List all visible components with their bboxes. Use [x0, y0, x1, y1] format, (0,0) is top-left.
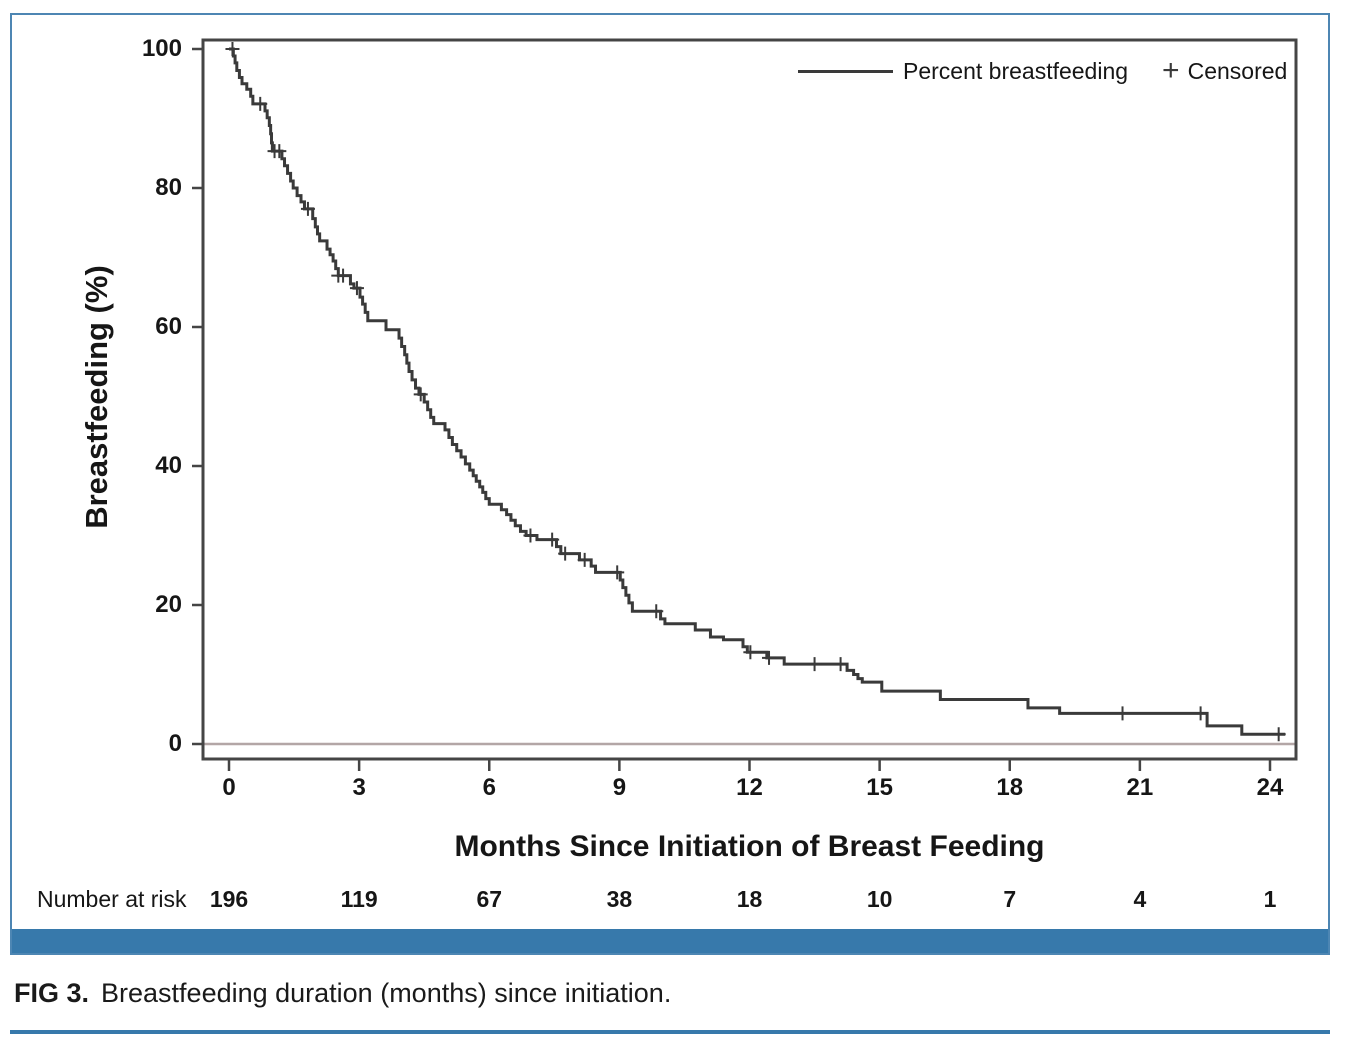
number-at-risk-label: Number at risk — [37, 886, 187, 912]
km-curve — [229, 47, 1286, 736]
risk-count: 7 — [1003, 886, 1017, 912]
x-axis-title: Months Since Initiation of Breast Feedin… — [454, 830, 1045, 863]
risk-count: 38 — [606, 886, 633, 912]
y-tick-label: 60 — [155, 313, 182, 340]
legend-line-swatch — [798, 69, 893, 73]
censor-marks — [225, 42, 1286, 742]
legend-censor-label: Censored — [1187, 57, 1288, 84]
legend: Percent breastfeeding + Censored — [798, 54, 1287, 88]
km-plot — [192, 38, 1298, 771]
x-tick-label: 9 — [612, 774, 627, 801]
y-tick-label: 20 — [155, 591, 182, 618]
y-axis-title: Breastfeeding (%) — [79, 265, 114, 529]
x-tick-label: 0 — [222, 774, 236, 801]
x-tick-label: 15 — [866, 774, 893, 801]
risk-count: 119 — [340, 886, 378, 912]
x-tick-label: 12 — [736, 774, 763, 801]
caption-label: FIG 3. — [14, 978, 90, 1008]
x-tick-label: 3 — [352, 774, 366, 801]
risk-count: 18 — [736, 886, 763, 912]
censored-plus-icon: + — [1162, 54, 1180, 87]
y-tick-label: 80 — [155, 174, 182, 201]
risk-count: 67 — [476, 886, 503, 912]
y-tick-label: 0 — [168, 730, 182, 757]
bottom-rule — [10, 1030, 1330, 1034]
bottom-accent-bar — [12, 929, 1328, 953]
risk-count: 10 — [866, 886, 893, 912]
risk-count: 196 — [209, 886, 249, 912]
figure-caption: FIG 3. Breastfeeding duration (months) si… — [14, 978, 671, 1009]
y-tick-label: 40 — [155, 452, 182, 479]
x-tick-label: 6 — [482, 774, 496, 801]
caption-text: Breastfeeding duration (months) since in… — [101, 978, 672, 1008]
x-tick-label: 24 — [1256, 774, 1284, 801]
x-tick-label: 18 — [996, 774, 1024, 801]
figure-frame: Breastfeeding (%) Months Since Initiatio… — [10, 13, 1330, 955]
legend-series-label: Percent breastfeeding — [903, 57, 1129, 84]
x-tick-label: 21 — [1126, 774, 1154, 801]
risk-count: 4 — [1133, 886, 1147, 912]
risk-count: 1 — [1263, 886, 1277, 912]
y-tick-label: 100 — [141, 35, 182, 62]
